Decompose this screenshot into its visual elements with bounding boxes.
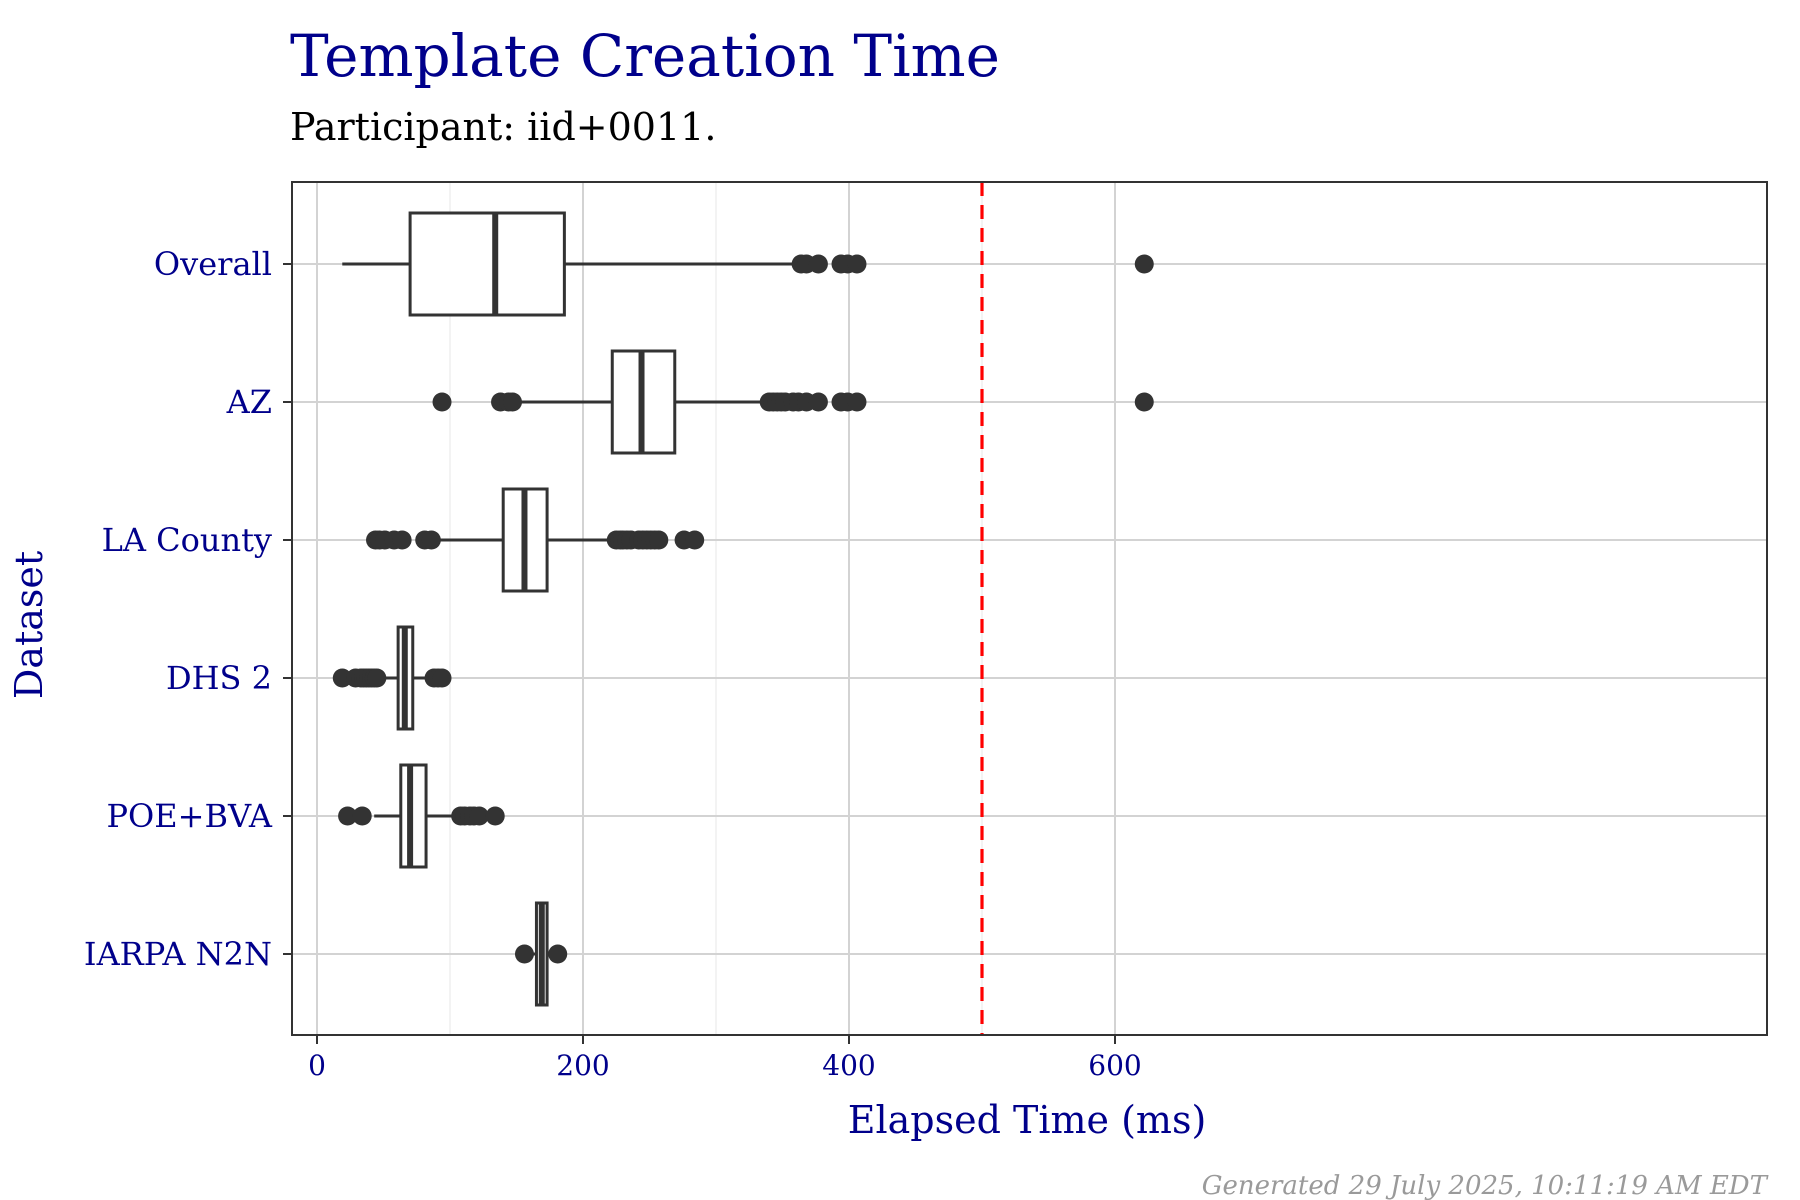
plot-panel-border [291,181,1768,1036]
generated-caption: Generated 29 July 2025, 10:11:19 AM EDT [1202,1171,1769,1200]
boxplot-az [432,349,1154,455]
boxplot-dhs-2 [332,625,452,731]
boxplot-la-county [366,487,705,593]
outlier-point [421,530,441,550]
x-tick-label: 400 [822,1049,875,1082]
outlier-point [808,392,828,412]
chart-subtitle: Participant: iid+0011. [290,105,716,149]
y-axis-title: Dataset [7,551,51,699]
outlier-point [847,392,867,412]
outlier-point [485,806,505,826]
outlier-point [352,806,372,826]
chart-title: Template Creation Time [290,22,1000,90]
y-tick-label: DHS 2 [166,659,272,697]
outlier-point [685,530,705,550]
boxplot-poe-bva [338,763,505,869]
x-axis-title: Elapsed Time (ms) [848,1098,1207,1142]
x-tick-label: 200 [556,1049,609,1082]
outlier-point [1134,392,1154,412]
outlier-point [808,254,828,274]
y-axis: Overall AZ LA County DHS 2 POE+BVA IARPA N2N [84,245,292,973]
outlier-point [332,668,352,688]
y-tick-label: AZ [226,383,272,421]
outlier-point [1134,254,1154,274]
outlier-point [514,944,534,964]
outlier-point [432,668,452,688]
x-axis: 0 200 400 600 [308,1035,1142,1082]
outlier-point [548,944,568,964]
outlier-point [649,530,669,550]
boxplot-marks [332,211,1154,1007]
y-tick-label: LA County [102,521,272,559]
boxplot-iarpa-n2n [514,901,568,1007]
outlier-point [367,668,387,688]
outlier-point [503,392,523,412]
y-tick-label: IARPA N2N [84,935,272,973]
outlier-point [432,392,452,412]
x-tick-label: 600 [1088,1049,1141,1082]
box-iqr [399,763,428,869]
major-gridlines [292,182,1767,1035]
outlier-point [847,254,867,274]
boxplot-overall [342,211,1154,317]
box-iqr [408,211,566,317]
y-tick-label: Overall [154,245,272,283]
x-tick-label: 0 [308,1049,326,1082]
outlier-point [469,806,489,826]
y-tick-label: POE+BVA [107,797,273,835]
outlier-point [338,806,358,826]
outlier-point [392,530,412,550]
